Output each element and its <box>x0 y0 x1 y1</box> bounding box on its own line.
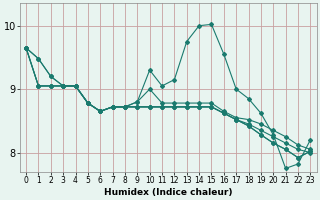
X-axis label: Humidex (Indice chaleur): Humidex (Indice chaleur) <box>104 188 232 197</box>
